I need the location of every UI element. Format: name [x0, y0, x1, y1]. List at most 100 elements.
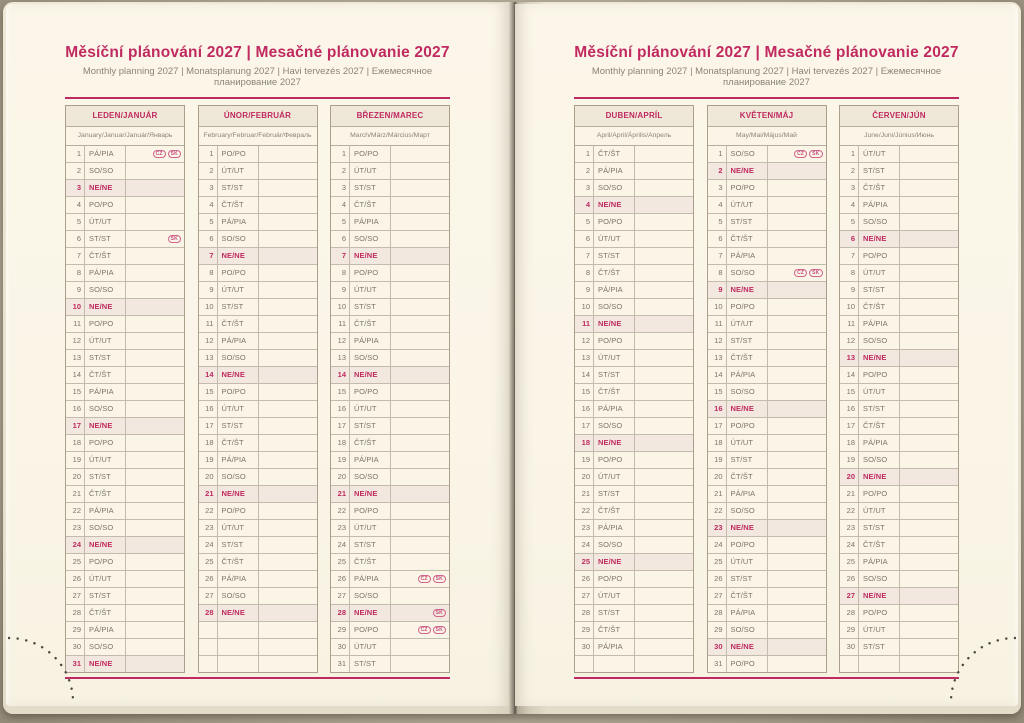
day-number: 12	[66, 333, 85, 349]
day-number: 19	[66, 452, 85, 468]
weekday-label: ČT/ŠT	[859, 537, 900, 553]
notes-cell	[259, 418, 317, 434]
day-number: 22	[331, 503, 350, 519]
notes-cell	[768, 231, 826, 247]
weekday-label: ÚT/UT	[859, 622, 900, 638]
weekday-label: SO/SO	[859, 333, 900, 349]
weekday-label: PO/PO	[350, 503, 391, 519]
day-row-brezen-marec-20: 20 SO/SO	[331, 469, 449, 486]
day-row-leden-januar-7: 7 ČT/ŠT	[66, 248, 184, 265]
day-row-kveten-maj-17: 17 PO/PO	[707, 418, 826, 435]
weekday-label: PO/PO	[859, 248, 900, 264]
notes-cell	[391, 316, 449, 332]
day-row-kveten-maj-10: 10 PO/PO	[707, 299, 826, 316]
notes-cell	[768, 418, 826, 434]
notes-cell	[391, 503, 449, 519]
weekday-label: PÁ/PIA	[85, 384, 126, 400]
day-row-brezen-marec-28: 28 NE/NE SK	[331, 605, 449, 622]
notes-cell	[768, 214, 826, 230]
day-number: 12	[199, 333, 218, 349]
day-number: 11	[199, 316, 218, 332]
weekday-label: ÚT/UT	[350, 639, 391, 655]
weekday-label: ČT/ŠT	[85, 605, 126, 621]
day-number: 27	[66, 588, 85, 604]
weekday-label: PO/PO	[859, 605, 900, 621]
notes-cell	[768, 401, 826, 417]
day-row-leden-januar-29: 29 PÁ/PIA	[66, 622, 184, 639]
day-row-brezen-marec-16: 16 ÚT/UT	[331, 401, 449, 418]
day-number: 2	[331, 163, 350, 179]
notes-cell	[768, 367, 826, 383]
day-row-kveten-maj-7: 7 PÁ/PIA	[707, 248, 826, 265]
notes-cell	[259, 282, 317, 298]
holiday-badge-cz-icon: CZ	[152, 149, 166, 159]
day-number: 22	[708, 503, 727, 519]
weekday-label: PÁ/PIA	[85, 265, 126, 281]
notes-cell	[259, 146, 317, 162]
weekday-label: ST/ST	[859, 282, 900, 298]
weekday-label: NE/NE	[727, 401, 768, 417]
day-number: 22	[199, 503, 218, 519]
notes-cell	[900, 367, 958, 383]
day-row-kveten-maj-30: 30 NE/NE	[707, 639, 826, 656]
weekday-label: PÁ/PIA	[594, 163, 635, 179]
day-number: 1	[840, 146, 859, 162]
day-row-unor-februar-26: 26 PÁ/PIA	[198, 571, 317, 588]
day-number: 1	[66, 146, 85, 162]
day-row-kveten-maj-13: 13 ČT/ŠT	[707, 350, 826, 367]
day-number: 29	[708, 622, 727, 638]
day-row-duben-april-15: 15 ČT/ŠT	[575, 384, 693, 401]
day-row-cerven-jun-22: 22 ÚT/UT	[840, 503, 958, 520]
weekday-label: PO/PO	[594, 571, 635, 587]
weekday-label: NE/NE	[727, 163, 768, 179]
weekday-label: ÚT/UT	[727, 197, 768, 213]
day-row-kveten-maj-11: 11 ÚT/UT	[707, 316, 826, 333]
weekday-label: SO/SO	[727, 622, 768, 638]
notes-cell	[391, 384, 449, 400]
day-row-leden-januar-8: 8 PÁ/PIA	[66, 265, 184, 282]
weekday-label-empty	[218, 656, 259, 672]
day-row-unor-februar-13: 13 SO/SO	[198, 350, 317, 367]
notes-cell	[259, 248, 317, 264]
day-number: 8	[840, 265, 859, 281]
day-number: 2	[66, 163, 85, 179]
day-number: 6	[199, 231, 218, 247]
day-row-leden-januar-13: 13 ST/ST	[66, 350, 184, 367]
weekday-label: PO/PO	[85, 197, 126, 213]
weekday-label: ST/ST	[350, 656, 391, 672]
day-row-duben-april-1: 1 ČT/ŠT	[575, 146, 693, 163]
day-row-leden-januar-1: 1 PÁ/PIA CZ SK	[66, 146, 184, 163]
day-number: 25	[331, 554, 350, 570]
day-number: 15	[840, 384, 859, 400]
notes-cell	[126, 656, 184, 672]
day-row-unor-februar-19: 19 PÁ/PIA	[198, 452, 317, 469]
day-number: 24	[331, 537, 350, 553]
notes-cell	[768, 571, 826, 587]
month-languages-subtitle: January/Januar/Január/Январь	[66, 127, 184, 146]
day-row-duben-april-21: 21 ST/ST	[575, 486, 693, 503]
day-row-unor-februar-5: 5 PÁ/PIA	[198, 214, 317, 231]
weekday-label: PO/PO	[859, 486, 900, 502]
page-left: Měsíční plánování 2027 | Mesačné plánova…	[6, 4, 509, 706]
day-row-leden-januar-17: 17 NE/NE	[66, 418, 184, 435]
day-number: 16	[331, 401, 350, 417]
notes-cell	[635, 197, 693, 213]
day-row-kveten-maj-20: 20 ČT/ŠT	[707, 469, 826, 486]
notes-cell	[391, 350, 449, 366]
notes-cell	[391, 486, 449, 502]
month-title: KVĚTEN/MÁJ	[707, 106, 826, 127]
notes-cell	[900, 299, 958, 315]
month-languages-subtitle: April/April/Április/Апрель	[575, 127, 693, 146]
weekday-label: ÚT/UT	[85, 571, 126, 587]
weekday-label: SO/SO	[350, 588, 391, 604]
notes-cell	[259, 231, 317, 247]
day-row-brezen-marec-21: 21 NE/NE	[331, 486, 449, 503]
day-row-duben-april-14: 14 ST/ST	[575, 367, 693, 384]
notes-cell: CZ SK	[768, 265, 826, 281]
day-row-kveten-maj-21: 21 PÁ/PIA	[707, 486, 826, 503]
day-row-unor-februar-10: 10 ST/ST	[198, 299, 317, 316]
weekday-label: NE/NE	[859, 588, 900, 604]
weekday-label-empty	[218, 622, 259, 638]
day-row-cerven-jun-26: 26 SO/SO	[840, 571, 958, 588]
day-row-leden-januar-19: 19 ÚT/UT	[66, 452, 184, 469]
